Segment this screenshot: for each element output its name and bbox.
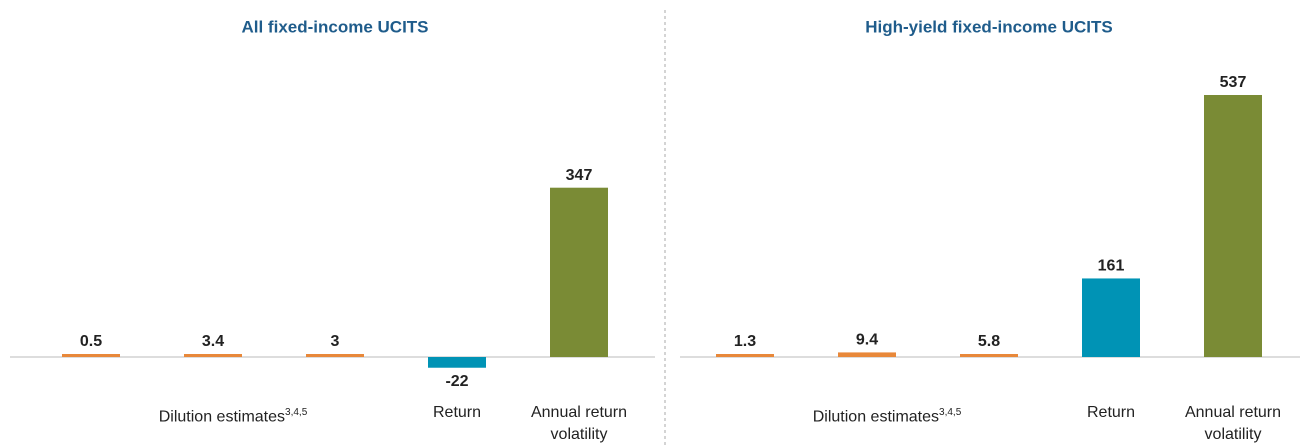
bar <box>1082 278 1140 357</box>
category-label: Annual return volatility <box>514 402 644 446</box>
value-label: 3 <box>331 333 340 350</box>
superscript: 3,4,5 <box>939 407 962 418</box>
bar <box>716 354 774 357</box>
value-label: -22 <box>445 373 468 390</box>
label-text: Annual return volatility <box>1184 404 1282 443</box>
value-label: 161 <box>1098 258 1125 275</box>
bar <box>838 352 896 357</box>
category-label: Return <box>392 402 522 424</box>
chart-title: All fixed-income UCITS <box>241 17 428 36</box>
bar <box>1204 95 1262 357</box>
bar <box>960 354 1018 357</box>
chart-title: High-yield fixed-income UCITS <box>865 17 1112 36</box>
value-label: 0.5 <box>80 333 102 350</box>
value-label: 5.8 <box>978 333 1000 350</box>
label-text: Dilution estimates <box>812 408 940 426</box>
value-label: 3.4 <box>202 333 224 350</box>
group-label: Dilution estimates3,4,5 <box>787 402 987 428</box>
value-label: 537 <box>1220 74 1247 91</box>
value-label: 9.4 <box>856 332 878 349</box>
bar <box>62 354 120 357</box>
value-label: 1.3 <box>734 333 756 350</box>
group-label: Dilution estimates3,4,5 <box>133 402 333 428</box>
label-text: Return <box>1086 404 1136 421</box>
label-text: Return <box>432 404 482 421</box>
value-label: 347 <box>566 167 593 184</box>
bar <box>428 357 486 368</box>
bar <box>306 354 364 357</box>
superscript: 3,4,5 <box>285 407 308 418</box>
category-label: Annual return volatility <box>1168 402 1298 446</box>
label-text: Annual return volatility <box>530 404 628 443</box>
category-label: Return <box>1046 402 1176 424</box>
bar <box>550 187 608 357</box>
label-text: Dilution estimates <box>158 408 286 426</box>
bar <box>184 354 242 357</box>
